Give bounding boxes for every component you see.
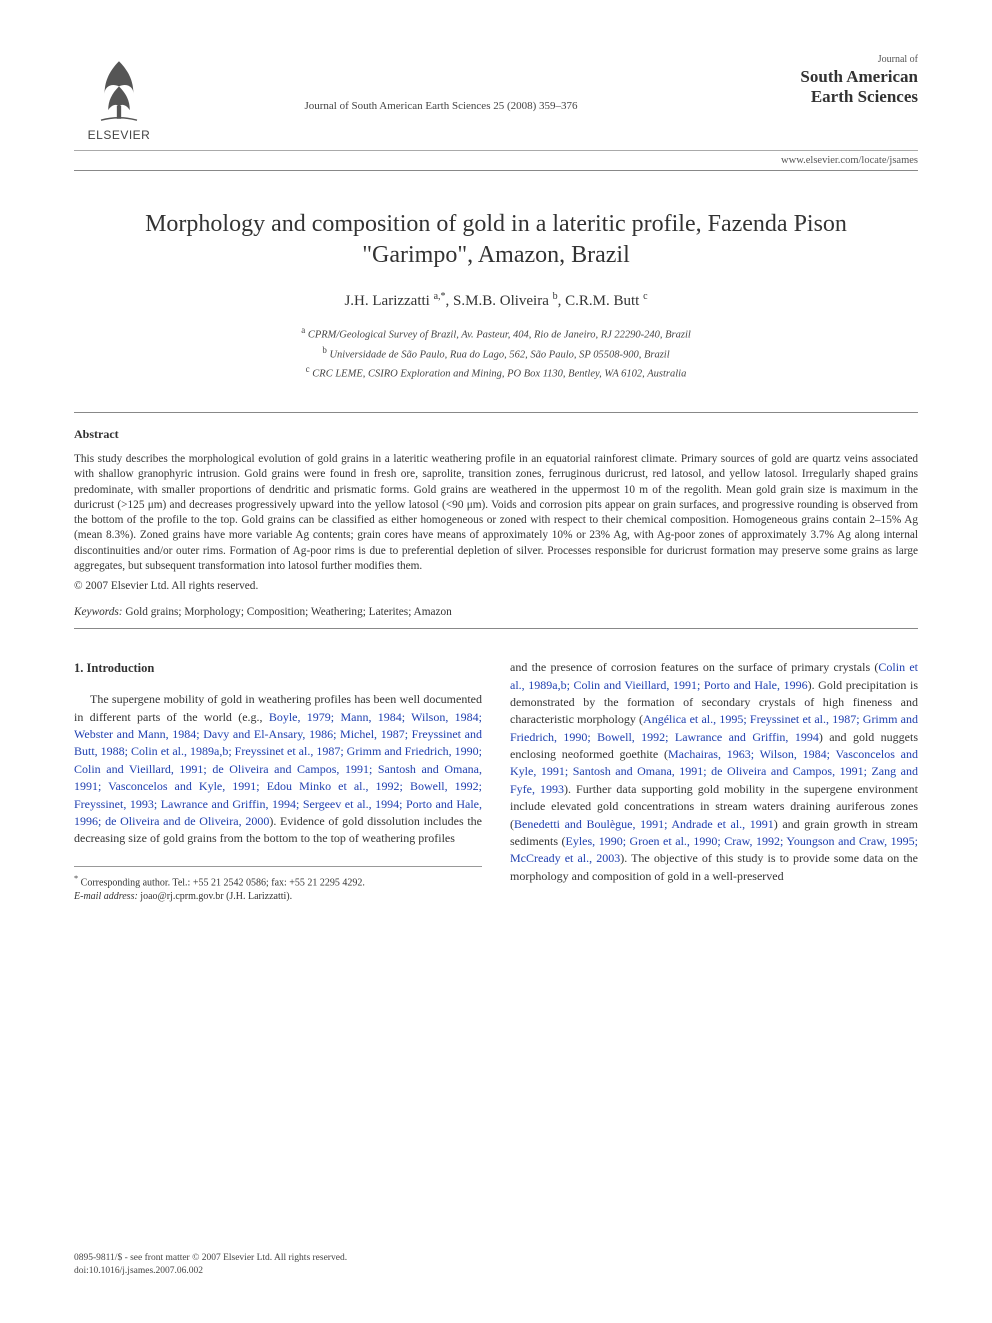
affiliation-c: c CRC LEME, CSIRO Exploration and Mining… <box>74 363 918 382</box>
abstract-copyright: © 2007 Elsevier Ltd. All rights reserved… <box>74 580 918 592</box>
journal-reference: Journal of South American Earth Sciences… <box>164 54 718 112</box>
journal-url: www.elsevier.com/locate/jsames <box>74 155 918 166</box>
journal-name-line1: South American <box>718 67 918 87</box>
journal-title-block: Journal of South American Earth Sciences <box>718 54 918 108</box>
body-columns: 1. Introduction The supergene mobility o… <box>74 659 918 904</box>
footer-line1: 0895-9811/$ - see front matter © 2007 El… <box>74 1252 347 1264</box>
authors: J.H. Larizzatti a,*, S.M.B. Oliveira b, … <box>74 291 918 310</box>
corresponding-author-footnote: * Corresponding author. Tel.: +55 21 254… <box>74 866 482 904</box>
elsevier-tree-icon <box>83 54 155 126</box>
intro-para-col1: The supergene mobility of gold in weathe… <box>74 691 482 848</box>
keywords-label: Keywords: <box>74 606 123 618</box>
header-rule-bottom <box>74 170 918 171</box>
footer-line2: doi:10.1016/j.jsames.2007.06.002 <box>74 1265 347 1277</box>
affiliation-a: a CPRM/Geological Survey of Brazil, Av. … <box>74 324 918 343</box>
column-left: 1. Introduction The supergene mobility o… <box>74 659 482 904</box>
journal-small-label: Journal of <box>718 54 918 65</box>
page-footer: 0895-9811/$ - see front matter © 2007 El… <box>74 1252 347 1277</box>
abstract-text: This study describes the morphological e… <box>74 452 918 574</box>
footnote-email: joao@rj.cprm.gov.br <box>140 891 223 902</box>
footnote-corr: Corresponding author. Tel.: +55 21 2542 … <box>81 877 365 888</box>
abstract-rule-top <box>74 412 918 413</box>
header-rule-top <box>74 150 918 151</box>
abstract-rule-bottom <box>74 628 918 629</box>
publisher-logo-block: ELSEVIER <box>74 54 164 142</box>
affiliation-b: b Universidade de São Paulo, Rua do Lago… <box>74 344 918 363</box>
article-title: Morphology and composition of gold in a … <box>94 209 898 271</box>
keywords-text: Gold grains; Morphology; Composition; We… <box>125 606 451 618</box>
column-right: and the presence of corrosion features o… <box>510 659 918 904</box>
footnote-email-label: E-mail address: <box>74 891 138 902</box>
abstract-heading: Abstract <box>74 427 918 442</box>
section-1-heading: 1. Introduction <box>74 659 482 677</box>
footnote-email-name: (J.H. Larizzatti). <box>226 891 292 902</box>
intro-para-col2: and the presence of corrosion features o… <box>510 659 918 885</box>
keywords: Keywords: Gold grains; Morphology; Compo… <box>74 606 918 618</box>
affiliations: a CPRM/Geological Survey of Brazil, Av. … <box>74 324 918 382</box>
journal-header: ELSEVIER Journal of South American Earth… <box>74 54 918 142</box>
journal-name-line2: Earth Sciences <box>718 87 918 107</box>
publisher-label: ELSEVIER <box>88 128 151 142</box>
